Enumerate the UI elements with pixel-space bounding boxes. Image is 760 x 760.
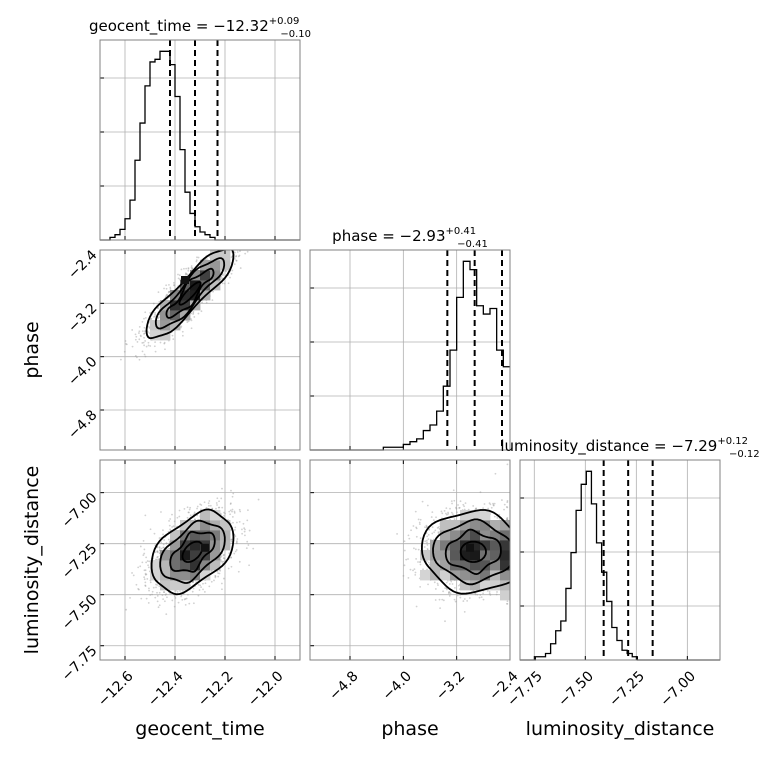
contour-level: [154, 257, 226, 330]
y-axis-label-phase: phase: [21, 321, 43, 378]
hist-title-geocent_time: geocent_time = −12.32+0.09 −0.10: [89, 16, 311, 40]
histogram-phase: [310, 260, 510, 451]
x-tick-label: −12.2: [195, 668, 237, 710]
panel-frame: [309, 249, 511, 451]
y-tick-label: −4.8: [65, 407, 100, 442]
y-tick-label: −7.25: [59, 541, 101, 583]
x-tick-label: −7.25: [606, 668, 648, 710]
contour-level: [159, 519, 226, 584]
y-tick-label: −7.75: [59, 643, 101, 685]
x-axis-label-geocent_time: geocent_time: [135, 718, 264, 740]
x-tick-label: −12.0: [245, 668, 287, 710]
hist-panel-geocent_time: geocent_time = −12.32+0.09 −0.10: [89, 16, 311, 241]
hist-panel-phase: phase = −2.93+0.41 −0.41: [309, 226, 511, 451]
contour-level: [181, 540, 204, 563]
contour-level: [444, 528, 502, 576]
panel-frame: [99, 249, 301, 451]
contour-level: [420, 509, 510, 595]
density-cells: [150, 510, 231, 591]
scatter-panel-geocent_time-luminosity_distance: [99, 459, 301, 661]
contour-level: [165, 267, 215, 319]
density-peak: [466, 543, 474, 552]
hist-title-luminosity_distance: luminosity_distance = −7.29+0.12 −0.12: [500, 436, 759, 460]
scatter-panel-geocent_time-phase: [99, 249, 301, 451]
histogram-geocent_time: [100, 50, 300, 241]
x-tick-label: −7.50: [555, 668, 597, 710]
contour-level: [432, 518, 510, 586]
contours: [150, 508, 235, 596]
contours: [145, 250, 235, 340]
hist-title-phase: phase = −2.93+0.41 −0.41: [332, 226, 488, 250]
panel-frame: [309, 459, 511, 661]
y-tick-label: −4.0: [65, 354, 100, 389]
histogram-luminosity_distance: [520, 470, 720, 661]
x-axis-label-luminosity_distance: luminosity_distance: [526, 718, 715, 740]
density-cells: [150, 250, 231, 341]
x-tick-label: −7.00: [657, 668, 699, 710]
panel-frame: [99, 39, 301, 241]
x-tick-label: −12.4: [145, 668, 187, 710]
panel-frame: [99, 459, 301, 661]
hist-panel-luminosity_distance: luminosity_distance = −7.29+0.12 −0.12: [500, 436, 760, 661]
contour-level: [169, 530, 216, 573]
contours: [420, 509, 510, 595]
density-peak: [201, 543, 209, 552]
contour-level: [145, 250, 235, 340]
x-axis-label-phase: phase: [381, 718, 438, 740]
scatter-panel-phase-luminosity_distance: [309, 459, 511, 661]
density-peak: [181, 276, 189, 284]
y-tick-label: −3.2: [65, 301, 100, 336]
y-tick-label: −2.4: [65, 247, 100, 282]
x-tick-label: −4.0: [380, 668, 415, 703]
y-tick-label: −7.00: [59, 490, 101, 532]
x-tick-label: −4.8: [326, 668, 361, 703]
panel-frame: [519, 459, 721, 661]
x-tick-label: −3.2: [433, 668, 468, 703]
y-axis-label-luminosity_distance: luminosity_distance: [21, 466, 43, 655]
x-tick-label: −12.6: [95, 668, 137, 710]
contour-level: [459, 540, 487, 563]
contour-level: [178, 281, 202, 306]
contour-level: [150, 508, 235, 596]
y-tick-label: −7.50: [59, 592, 101, 634]
